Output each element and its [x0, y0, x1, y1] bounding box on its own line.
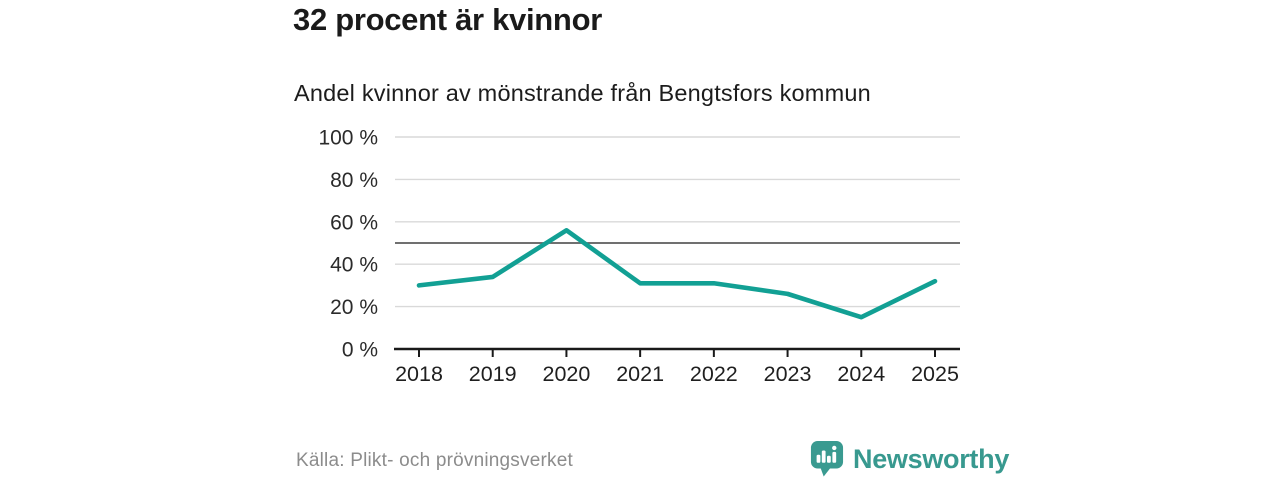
page-title: 32 procent är kvinnor [293, 2, 602, 37]
data-series-line [416, 227, 938, 320]
chart-subtitle: Andel kvinnor av mönstrande från Bengtsf… [294, 80, 871, 106]
x-axis-tick-label: 2018 [395, 362, 443, 386]
y-axis-tick-label: 20 % [330, 296, 378, 319]
newsworthy-logo: Newsworthy [810, 440, 1009, 478]
x-axis-tick-label: 2020 [543, 362, 591, 386]
logo-bar-2 [821, 450, 826, 463]
x-axis-tick-label: 2025 [911, 362, 959, 386]
x-axis-tick-label: 2022 [690, 362, 738, 386]
y-axis-tick-label: 100 % [318, 127, 378, 150]
logo-bar-1 [816, 454, 821, 463]
source-note: Källa: Plikt- och prövningsverket [296, 450, 573, 471]
logo-exclamation-bar [832, 451, 837, 463]
x-axis-tick-label: 2024 [837, 362, 885, 386]
y-axis-tick-label: 80 % [330, 169, 378, 192]
newsworthy-logo-text: Newsworthy [853, 443, 1010, 474]
x-axis-tick-label: 2023 [764, 362, 812, 386]
line-chart: 100 % 80 % 60 % 40 % 20 % 0 % 2018 2019 2020 2021… [318, 127, 960, 386]
x-axis-tick-label: 2021 [616, 362, 664, 386]
newsworthy-logo-icon [810, 441, 844, 477]
logo-exclamation-dot [832, 445, 837, 451]
x-axis-tick-label: 2019 [469, 362, 517, 386]
y-axis-tick-label: 40 % [330, 254, 378, 277]
y-axis-tick-label: 60 % [330, 211, 378, 234]
y-axis-tick-label: 0 % [342, 339, 378, 362]
logo-bar-3 [827, 455, 831, 463]
